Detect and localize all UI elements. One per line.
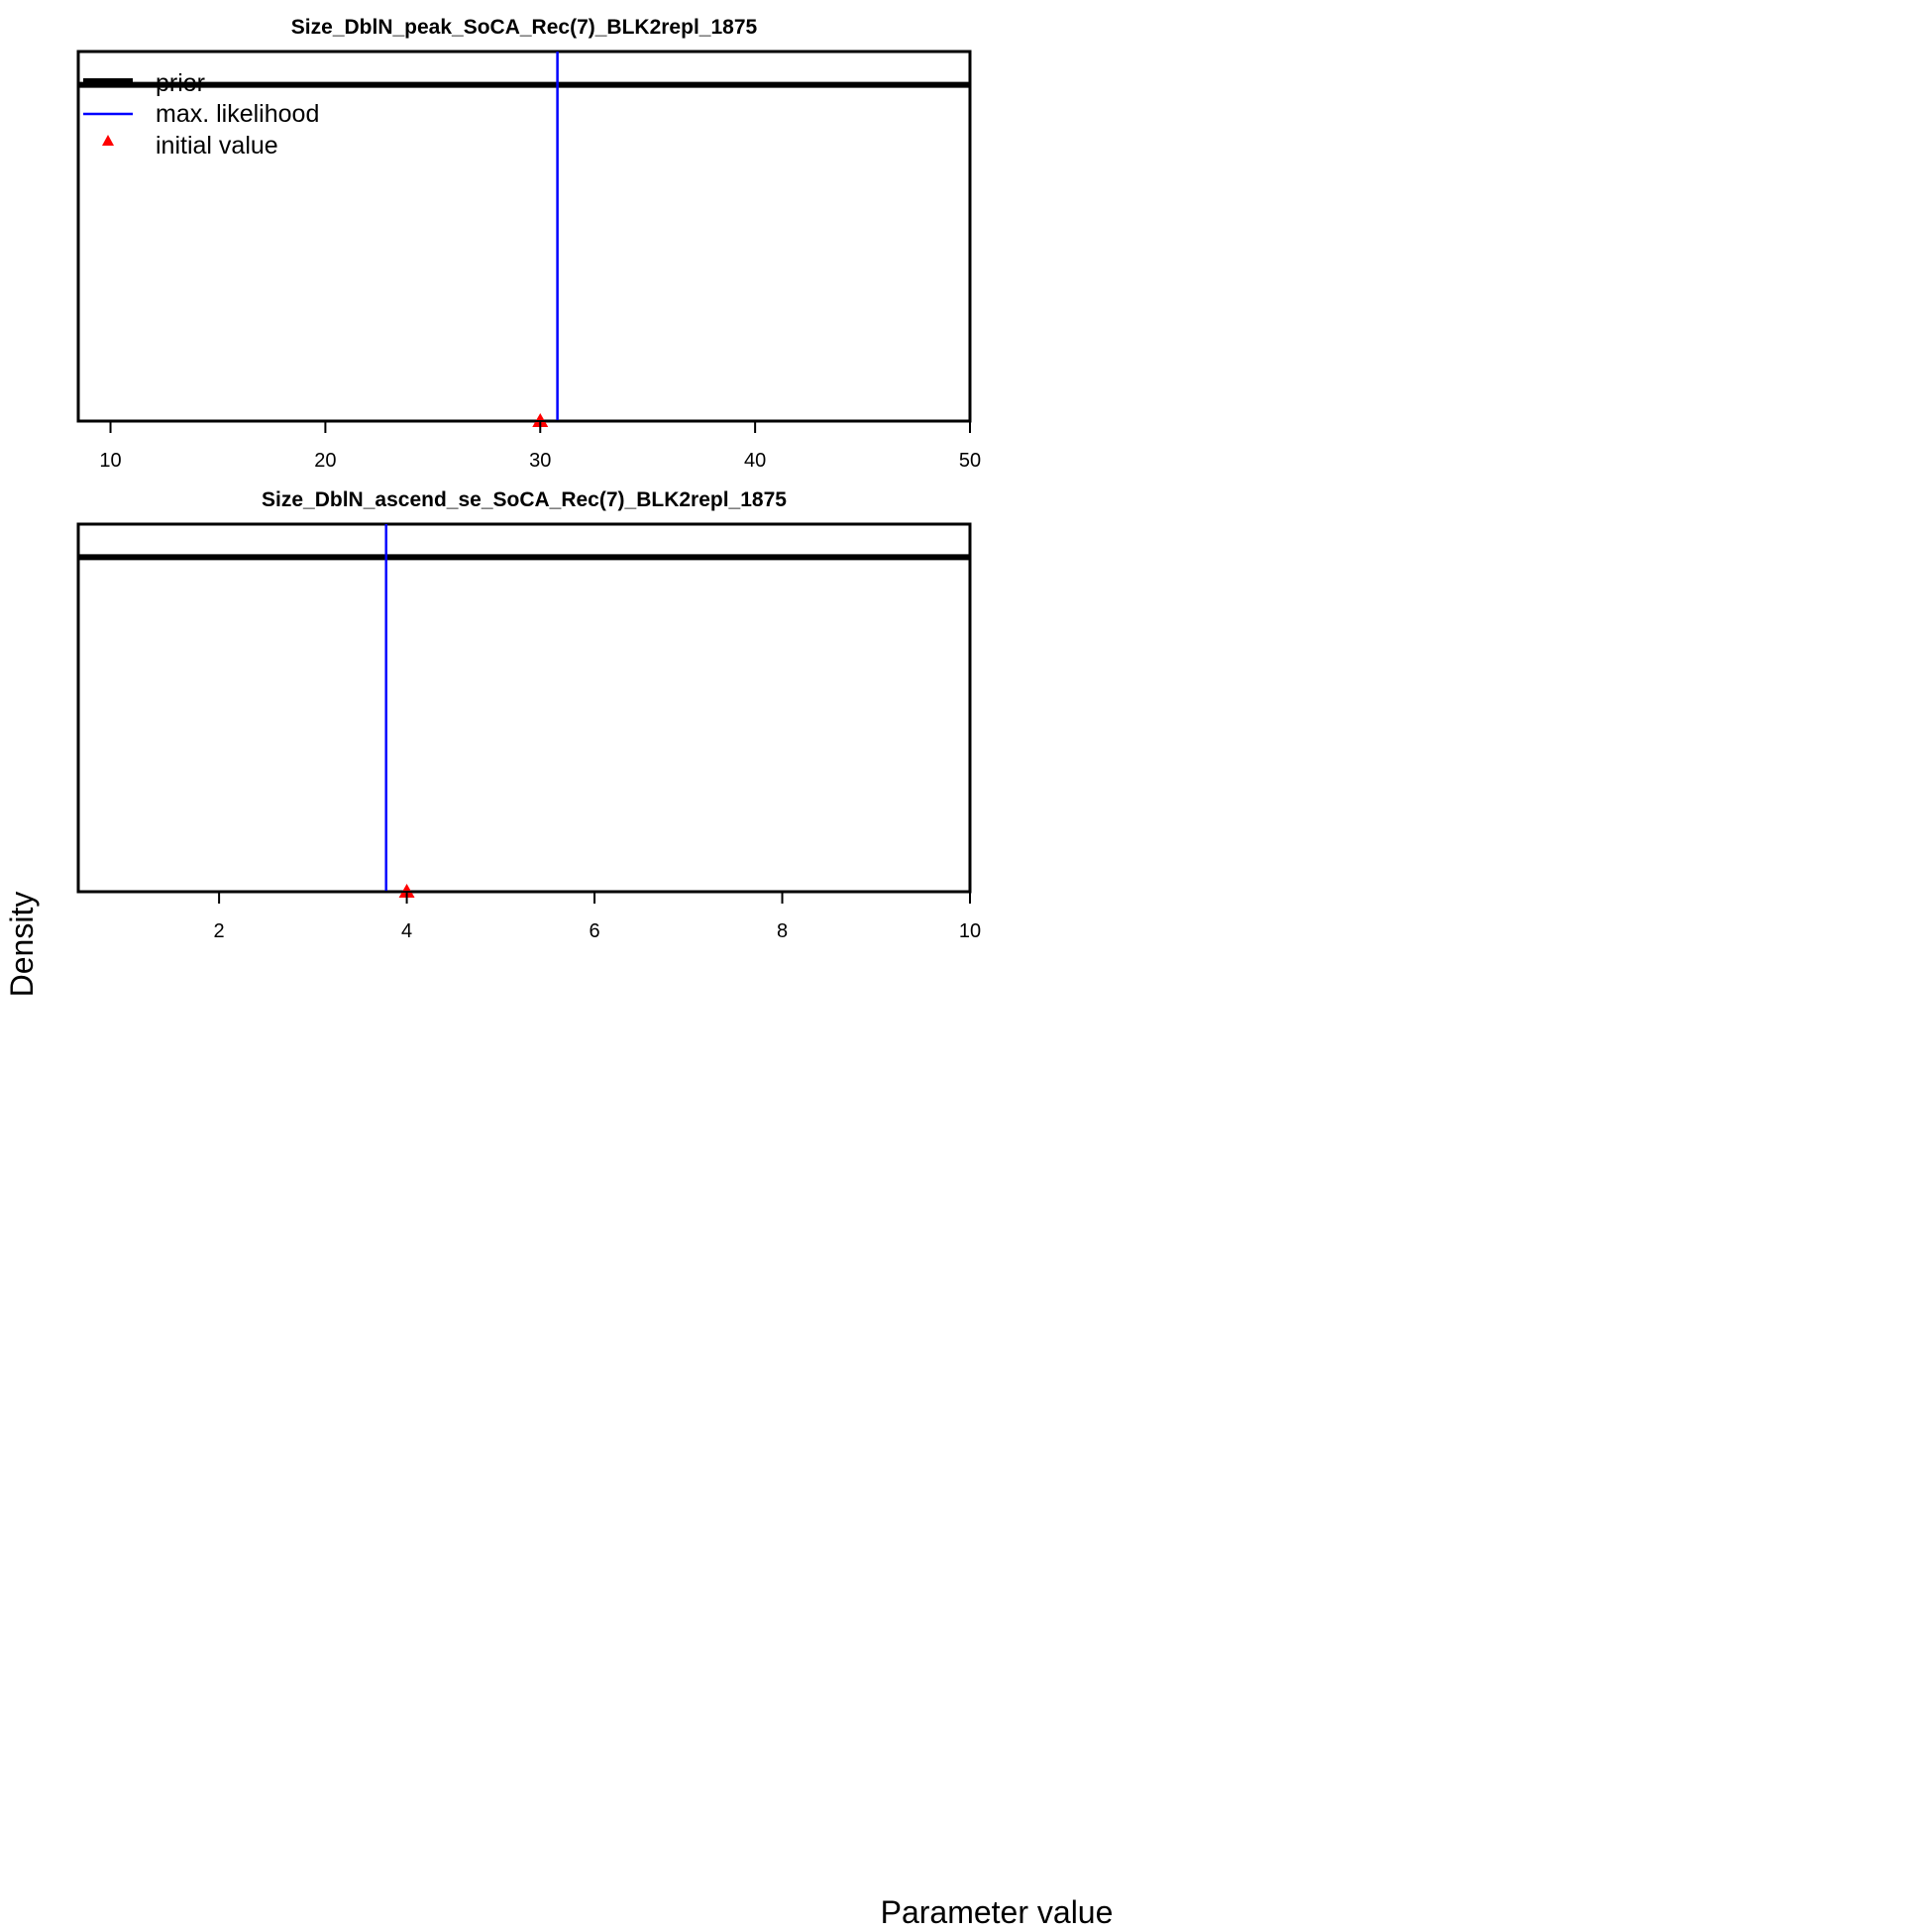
panels: Size_DblN_peak_SoCA_Rec(7)_BLK2repl_1875… [76, 16, 981, 942]
plot-frame [76, 522, 972, 894]
legend-label: max. likelihood [156, 100, 319, 128]
x-axis-label: Parameter value [881, 1894, 1114, 1930]
legend-label: initial value [156, 132, 278, 160]
legend-initial-value-symbol [102, 135, 114, 146]
panel-2: Size_DblN_ascend_se_SoCA_Rec(7)_BLK2repl… [76, 488, 981, 942]
x-tick-label: 8 [777, 920, 788, 942]
x-tick-label: 2 [214, 920, 225, 942]
x-tick-label: 20 [314, 450, 336, 472]
y-axis-label: Density [4, 892, 40, 998]
x-tick-label: 4 [401, 920, 412, 942]
x-tick-label: 10 [99, 450, 121, 472]
panel-title: Size_DblN_ascend_se_SoCA_Rec(7)_BLK2repl… [262, 488, 787, 511]
panel-title: Size_DblN_peak_SoCA_Rec(7)_BLK2repl_1875 [291, 16, 758, 39]
x-tick-label: 6 [589, 920, 599, 942]
legend: prior max. likelihood initial value [83, 69, 319, 160]
x-tick-label: 30 [529, 450, 551, 472]
panel-1: Size_DblN_peak_SoCA_Rec(7)_BLK2repl_1875… [76, 16, 981, 472]
x-tick-label: 40 [744, 450, 766, 472]
x-tick-label: 10 [959, 920, 981, 942]
x-tick-label: 50 [959, 450, 981, 472]
legend-label: prior [156, 69, 205, 97]
